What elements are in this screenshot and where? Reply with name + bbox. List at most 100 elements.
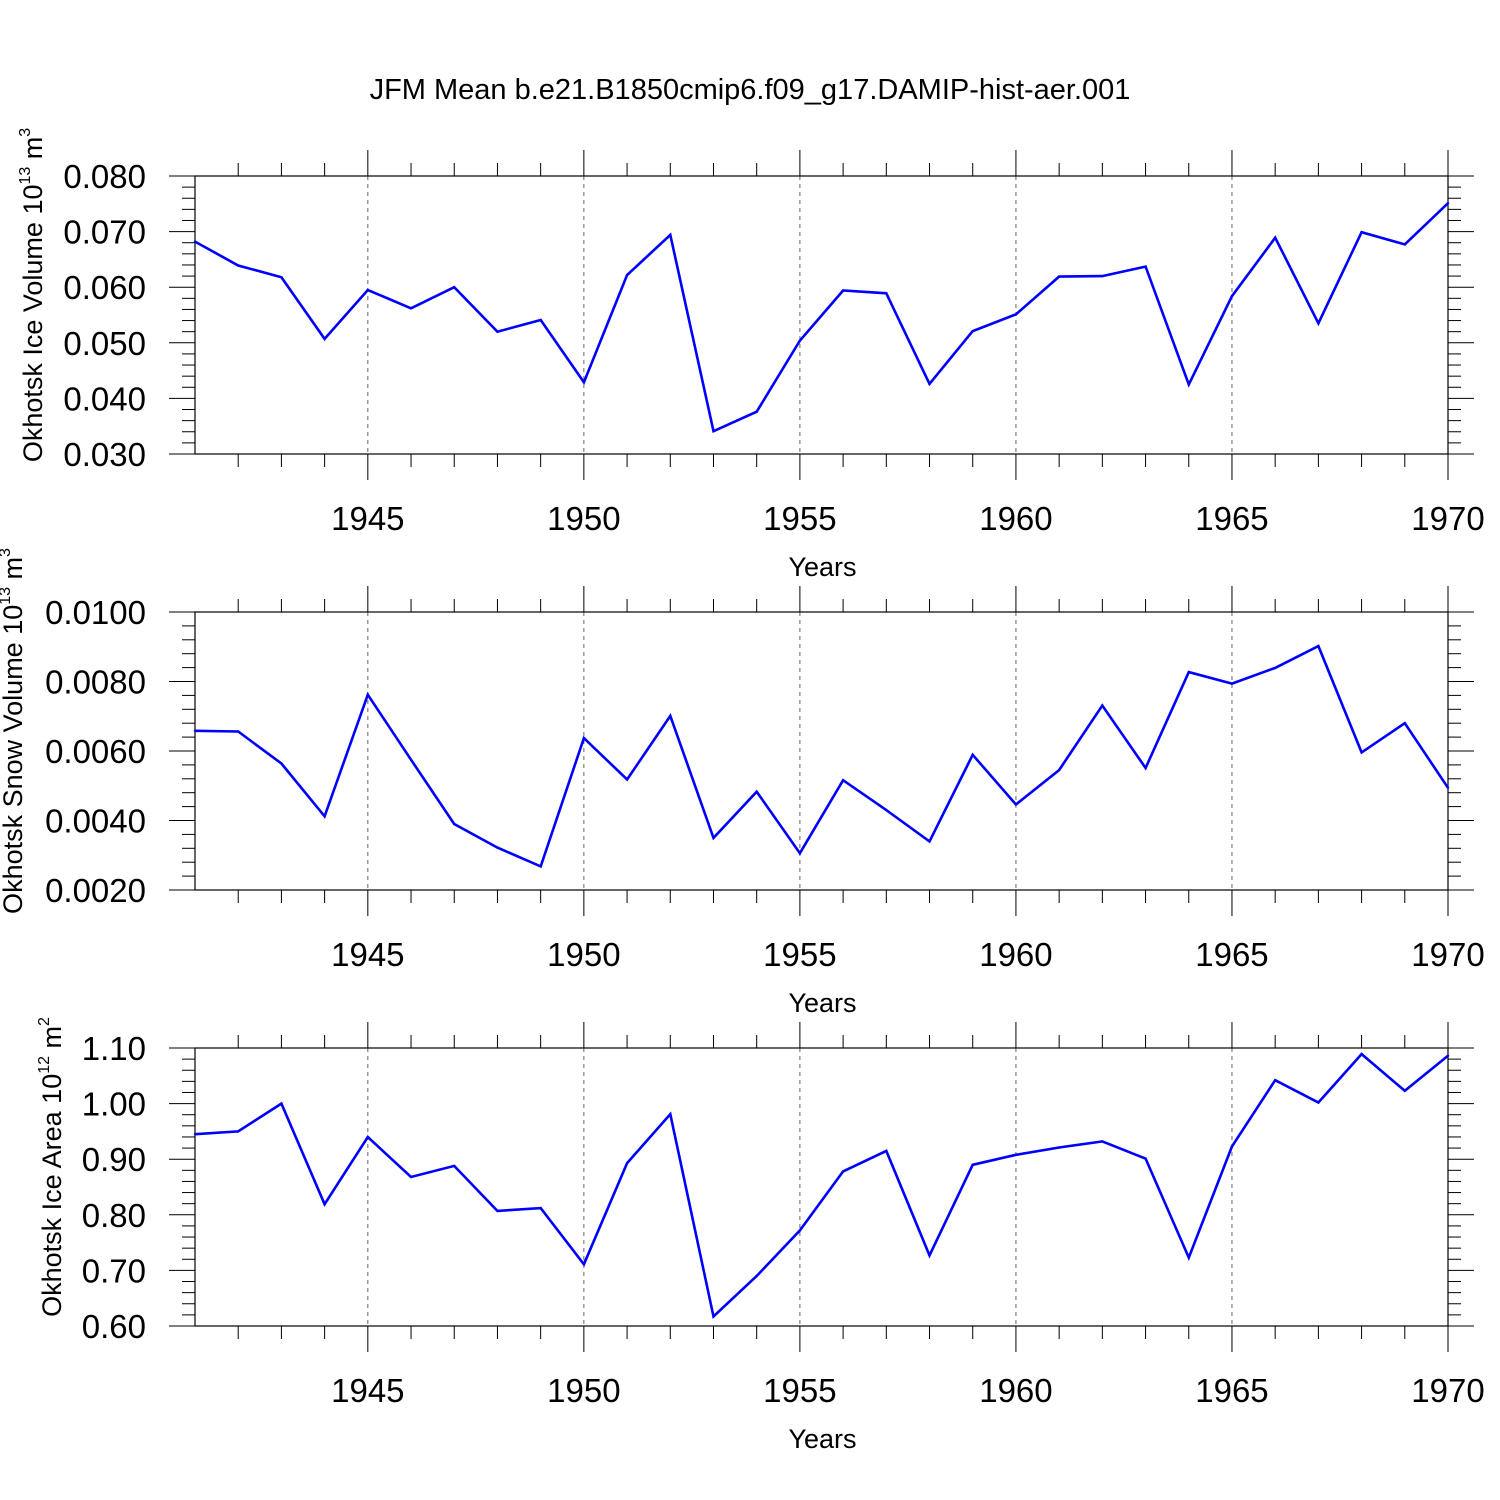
data-point <box>280 276 283 279</box>
data-point <box>1360 1052 1363 1056</box>
data-point <box>971 753 974 756</box>
data-point <box>712 1315 715 1318</box>
y-tick-label: 0.0100 <box>45 594 146 631</box>
data-point <box>669 714 672 718</box>
y-tick-label: 0.050 <box>63 325 146 362</box>
y-tick-label: 0.070 <box>63 214 146 251</box>
data-point <box>798 339 802 342</box>
data-point <box>1274 1079 1277 1082</box>
y-tick-label: 0.70 <box>82 1252 146 1289</box>
x-axis-label: Years <box>788 1424 856 1454</box>
data-point <box>1101 704 1104 707</box>
data-point <box>323 337 326 341</box>
data-point <box>1230 294 1234 298</box>
data-point <box>453 286 456 289</box>
data-point <box>798 1229 802 1232</box>
x-tick-label: 1965 <box>1195 500 1268 537</box>
data-point <box>669 233 672 237</box>
data-point <box>496 846 499 849</box>
data-point <box>928 840 931 843</box>
data-point <box>625 1161 629 1165</box>
x-tick-label: 1955 <box>763 1372 836 1409</box>
x-axis-label: Years <box>788 552 856 582</box>
data-point <box>798 852 802 855</box>
data-point <box>885 808 888 812</box>
data-point <box>669 1113 672 1116</box>
plot-frame <box>194 1047 1449 1327</box>
data-point <box>496 1209 499 1213</box>
y-tick-label: 0.030 <box>63 436 146 473</box>
panel-3: 1945 1950 1955 1960 1965 1970 1.10 1.00 0.90 0.80… <box>36 1017 1485 1454</box>
panel-2: 1945 1950 1955 1960 1965 1970 0.0100 0.0080 0.00… <box>0 548 1485 1018</box>
y-axis-label: Okhotsk Snow Volume 1013 m3 <box>0 548 28 914</box>
data-point <box>755 790 758 793</box>
data-point <box>1274 666 1277 670</box>
data-point <box>1317 322 1320 325</box>
data-point <box>1230 1145 1234 1148</box>
x-tick-label: 1950 <box>547 500 620 537</box>
data-point <box>625 273 629 277</box>
data-point <box>1317 644 1320 648</box>
data-point <box>366 1135 369 1139</box>
data-point <box>841 289 845 292</box>
data-point <box>237 1130 240 1133</box>
y-tick-label: 1.00 <box>82 1086 146 1123</box>
x-tick-label: 1955 <box>763 500 836 537</box>
x-tick-label: 1965 <box>1195 936 1268 973</box>
data-point <box>1144 265 1147 268</box>
data-point <box>453 822 456 826</box>
data-point <box>1101 274 1104 278</box>
y-tick-label: 0.0040 <box>45 803 146 840</box>
data-point <box>1101 1140 1104 1143</box>
data-point <box>755 1274 758 1278</box>
x-tick-label: 1950 <box>547 936 620 973</box>
y-tick-label: 0.040 <box>63 380 146 417</box>
data-point <box>841 1170 845 1173</box>
x-tick-label: 1970 <box>1411 500 1484 537</box>
x-tick-label: 1945 <box>331 936 404 973</box>
data-point <box>1014 313 1018 316</box>
data-point <box>539 1206 542 1210</box>
data-point <box>1317 1101 1320 1104</box>
data-point <box>885 292 888 295</box>
data-point <box>193 729 197 732</box>
data-point <box>1057 1146 1061 1149</box>
x-tick-label: 1960 <box>979 936 1052 973</box>
data-point <box>1446 1054 1450 1058</box>
data-point <box>1403 243 1407 246</box>
x-tick-label: 1945 <box>331 500 404 537</box>
data-point <box>582 1263 586 1266</box>
data-point <box>1057 275 1061 278</box>
data-point <box>928 1254 931 1257</box>
data-point <box>625 778 629 781</box>
series-line <box>194 1052 1449 1320</box>
data-point <box>539 865 542 868</box>
y-tick-label: 0.0080 <box>45 664 146 701</box>
data-point <box>582 381 586 384</box>
data-point <box>755 410 758 413</box>
panel-1: 1945 1950 1955 1960 1965 1970 0.080 0.070 0.060 0… <box>17 128 1485 582</box>
data-point <box>193 240 197 243</box>
y-tick-label: 0.060 <box>63 269 146 306</box>
x-tick-label: 1955 <box>763 936 836 973</box>
y-tick-label: 0.80 <box>82 1197 146 1234</box>
x-tick-label: 1960 <box>979 1372 1052 1409</box>
data-point <box>928 382 931 386</box>
data-point <box>971 1163 974 1167</box>
data-point <box>496 330 499 333</box>
series-line <box>194 644 1450 869</box>
data-point <box>1360 231 1363 234</box>
chart-title: JFM Mean b.e21.B1850cmip6.f09_g17.DAMIP-… <box>370 74 1131 106</box>
data-point <box>1187 1256 1191 1259</box>
y-tick-label: 0.0020 <box>45 872 146 909</box>
data-point <box>366 288 369 292</box>
x-tick-label: 1970 <box>1411 1372 1484 1409</box>
data-point <box>712 836 715 840</box>
data-point <box>1057 768 1061 772</box>
data-point <box>1014 803 1018 806</box>
data-point <box>1403 722 1407 725</box>
data-point <box>885 1149 888 1153</box>
data-point <box>841 779 845 782</box>
y-axis-label: Okhotsk Ice Volume 1013 m3 <box>17 128 48 462</box>
